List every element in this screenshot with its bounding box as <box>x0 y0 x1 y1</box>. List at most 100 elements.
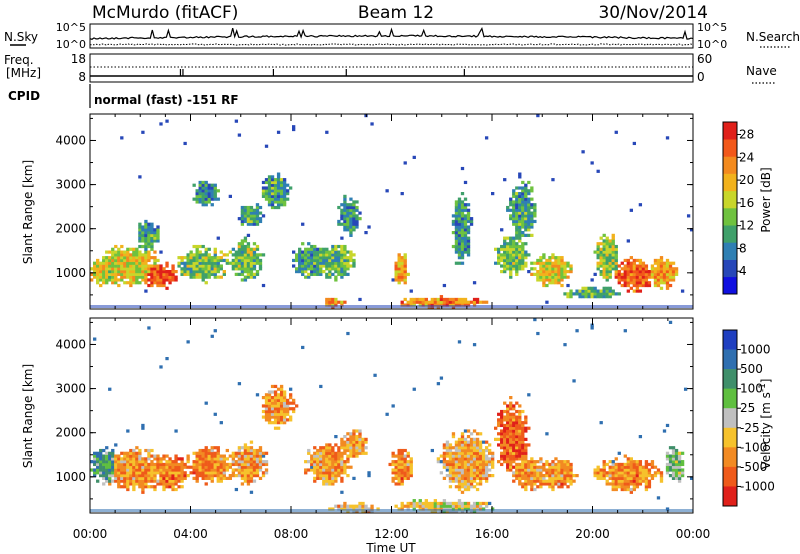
heatmap-cell <box>228 465 232 469</box>
heatmap-cell <box>144 239 148 243</box>
heatmap-cell <box>249 448 254 453</box>
heatmap-cell <box>249 272 254 276</box>
heatmap-cell <box>138 468 142 472</box>
heatmap-cell <box>497 421 501 425</box>
heatmap-cell <box>325 267 329 271</box>
heatmap-cell <box>560 261 564 265</box>
heatmap-cell <box>509 203 513 207</box>
heatmap-cell <box>301 258 305 263</box>
heatmap-cell <box>165 471 169 475</box>
heatmap-cell <box>518 219 522 224</box>
heatmap-cell <box>512 454 516 458</box>
heatmap-cell <box>120 465 124 469</box>
heatmap-cell <box>551 462 555 467</box>
heatmap-cell <box>521 423 525 428</box>
heatmap-cell <box>457 499 462 503</box>
heatmap-cell <box>141 485 145 489</box>
heatmap-cell <box>132 281 136 285</box>
heatmap-cell <box>120 267 124 271</box>
heatmap-cell <box>518 440 522 444</box>
heatmap-cell <box>237 253 242 257</box>
heatmap-cell <box>219 462 223 467</box>
heatmap-cell <box>165 474 169 478</box>
heatmap-cell <box>261 194 266 198</box>
heatmap-cell <box>563 476 567 480</box>
heatmap-cell <box>325 247 329 251</box>
heatmap-cell <box>276 183 281 187</box>
heatmap-cell <box>506 407 510 411</box>
heatmap-cell <box>614 270 618 274</box>
heatmap-cell <box>466 236 471 240</box>
heatmap-cell <box>460 443 465 447</box>
heatmap-cell <box>213 462 217 467</box>
heatmap-cell <box>195 474 199 478</box>
heatmap-cell <box>563 462 567 467</box>
heatmap-cell <box>337 250 341 254</box>
heatmap-cell <box>249 440 254 444</box>
heatmap-cell <box>96 465 100 469</box>
heatmap-cell <box>436 460 441 464</box>
heatmap-cell <box>593 250 597 254</box>
heatmap-cell <box>445 462 450 467</box>
heatmap-cell <box>524 451 528 455</box>
heatmap-cell <box>599 471 603 475</box>
heatmap-cell <box>123 471 127 475</box>
heatmap-cell <box>102 278 106 282</box>
heatmap-cell <box>596 253 600 257</box>
heatmap-cell <box>397 261 401 265</box>
heatmap-cell <box>138 454 142 458</box>
heatmap-cell <box>509 412 513 416</box>
heatmap-cell <box>454 214 459 218</box>
heatmap-cell <box>322 482 326 486</box>
heatmap-cell <box>234 264 239 268</box>
heatmap-cell <box>276 197 281 201</box>
heatmap-cell <box>512 256 516 260</box>
heatmap-cell <box>629 476 633 480</box>
heatmap-cell <box>249 462 254 467</box>
heatmap-cell <box>626 281 630 285</box>
heatmap-cell <box>240 446 245 450</box>
heatmap-cell <box>123 485 127 489</box>
heatmap-cell <box>626 283 630 288</box>
heatmap-cell <box>472 443 477 447</box>
heatmap-cell <box>93 261 97 265</box>
heatmap-cell <box>644 474 649 478</box>
heatmap-cell <box>273 412 278 416</box>
heatmap-cell <box>120 253 124 257</box>
heatmap-cell <box>635 482 640 486</box>
heatmap-cell <box>156 283 160 288</box>
heatmap-cell <box>270 194 275 198</box>
heatmap-cell <box>518 205 522 210</box>
heatmap-cell <box>313 250 317 254</box>
heatmap-cell <box>246 208 251 212</box>
heatmap-cell <box>614 476 618 480</box>
heatmap-cell <box>135 446 139 450</box>
heatmap-cell <box>99 468 103 472</box>
heatmap-cell <box>276 194 281 198</box>
heatmap-cell <box>237 244 242 249</box>
heatmap-cell <box>105 451 109 455</box>
heatmap-cell <box>138 264 142 268</box>
heatmap-cell <box>249 247 254 251</box>
heatmap-cell <box>126 457 130 461</box>
heatmap-cell <box>132 462 136 467</box>
heatmap-cell <box>497 432 501 436</box>
heatmap-cell <box>141 457 145 461</box>
heatmap-cell <box>156 228 160 232</box>
heatmap-cell <box>500 429 504 433</box>
date-title: 30/Nov/2014 <box>598 3 708 23</box>
heatmap-cell <box>180 457 184 461</box>
heatmap-cell <box>337 468 341 472</box>
heatmap-cell <box>249 214 254 218</box>
heatmap-cell <box>481 440 486 444</box>
heatmap-cell <box>572 292 576 296</box>
heatmap-cell <box>421 501 425 506</box>
heatmap-cell <box>162 270 166 274</box>
heatmap-cell <box>515 418 519 422</box>
heatmap-cell <box>132 247 136 251</box>
heatmap-cell <box>177 462 181 467</box>
heatmap-cell <box>141 225 145 229</box>
heatmap-cell <box>114 264 118 268</box>
heatmap-cell <box>153 468 157 472</box>
heatmap-cell <box>288 387 293 391</box>
